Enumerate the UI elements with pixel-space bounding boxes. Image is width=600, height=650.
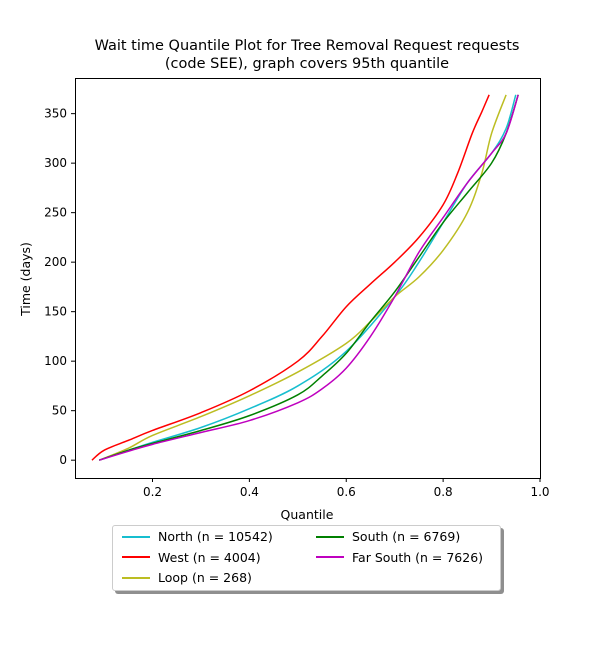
series-line-1 [91, 94, 490, 461]
legend-item: West (n = 4004) [122, 550, 261, 565]
x-tick-label: 0.6 [337, 485, 356, 499]
legend-item: South (n = 6769) [316, 529, 460, 544]
legend-item: Loop (n = 268) [122, 570, 252, 585]
chart-title-line-1: Wait time Quantile Plot for Tree Removal… [94, 38, 520, 54]
y-tick-label: 150 [44, 305, 67, 319]
x-tick-label: 1.0 [530, 485, 549, 499]
plot-area-frame [75, 78, 541, 479]
y-tick-label: 50 [52, 404, 67, 418]
legend-label: South (n = 6769) [352, 529, 461, 544]
legend-label: Loop (n = 268) [158, 570, 252, 585]
y-axis-ticks: 0 50 100 150 200 250 300 350 [44, 107, 75, 467]
legend-label: North (n = 10542) [158, 529, 273, 544]
y-tick-label: 200 [44, 255, 67, 269]
x-axis-label: Quantile [281, 507, 334, 522]
x-tick-label: 0.8 [434, 485, 453, 499]
x-tick-label: 0.4 [240, 485, 259, 499]
y-tick-label: 0 [59, 453, 67, 467]
legend-swatch [316, 556, 344, 558]
chart-title-line-2: (code SEE), graph covers 95th quantile [164, 56, 450, 72]
y-tick-label: 300 [44, 156, 67, 170]
legend-item: North (n = 10542) [122, 529, 273, 544]
x-tick-label: 0.2 [143, 485, 162, 499]
legend-swatch [122, 556, 150, 558]
y-tick-label: 250 [44, 206, 67, 220]
legend-swatch [122, 535, 150, 538]
series-line-0 [98, 94, 517, 461]
legend-label: West (n = 4004) [158, 549, 261, 565]
legend: North (n = 10542) West (n = 4004) Loop (n … [112, 525, 501, 591]
series-line-2 [98, 94, 507, 461]
legend-swatch [122, 576, 150, 579]
series-line-4 [98, 94, 519, 461]
y-tick-label: 350 [44, 107, 67, 121]
x-axis-ticks: 0.2 0.4 0.6 0.8 1.0 [143, 478, 550, 499]
y-tick-label: 100 [44, 354, 67, 368]
series-line-3 [98, 94, 519, 461]
y-axis-label: Time (days) [18, 242, 33, 317]
legend-item: Far South (n = 7626) [316, 550, 483, 565]
legend-label: Far South (n = 7626) [352, 549, 484, 565]
series-layer [91, 94, 519, 461]
legend-swatch [316, 535, 344, 538]
